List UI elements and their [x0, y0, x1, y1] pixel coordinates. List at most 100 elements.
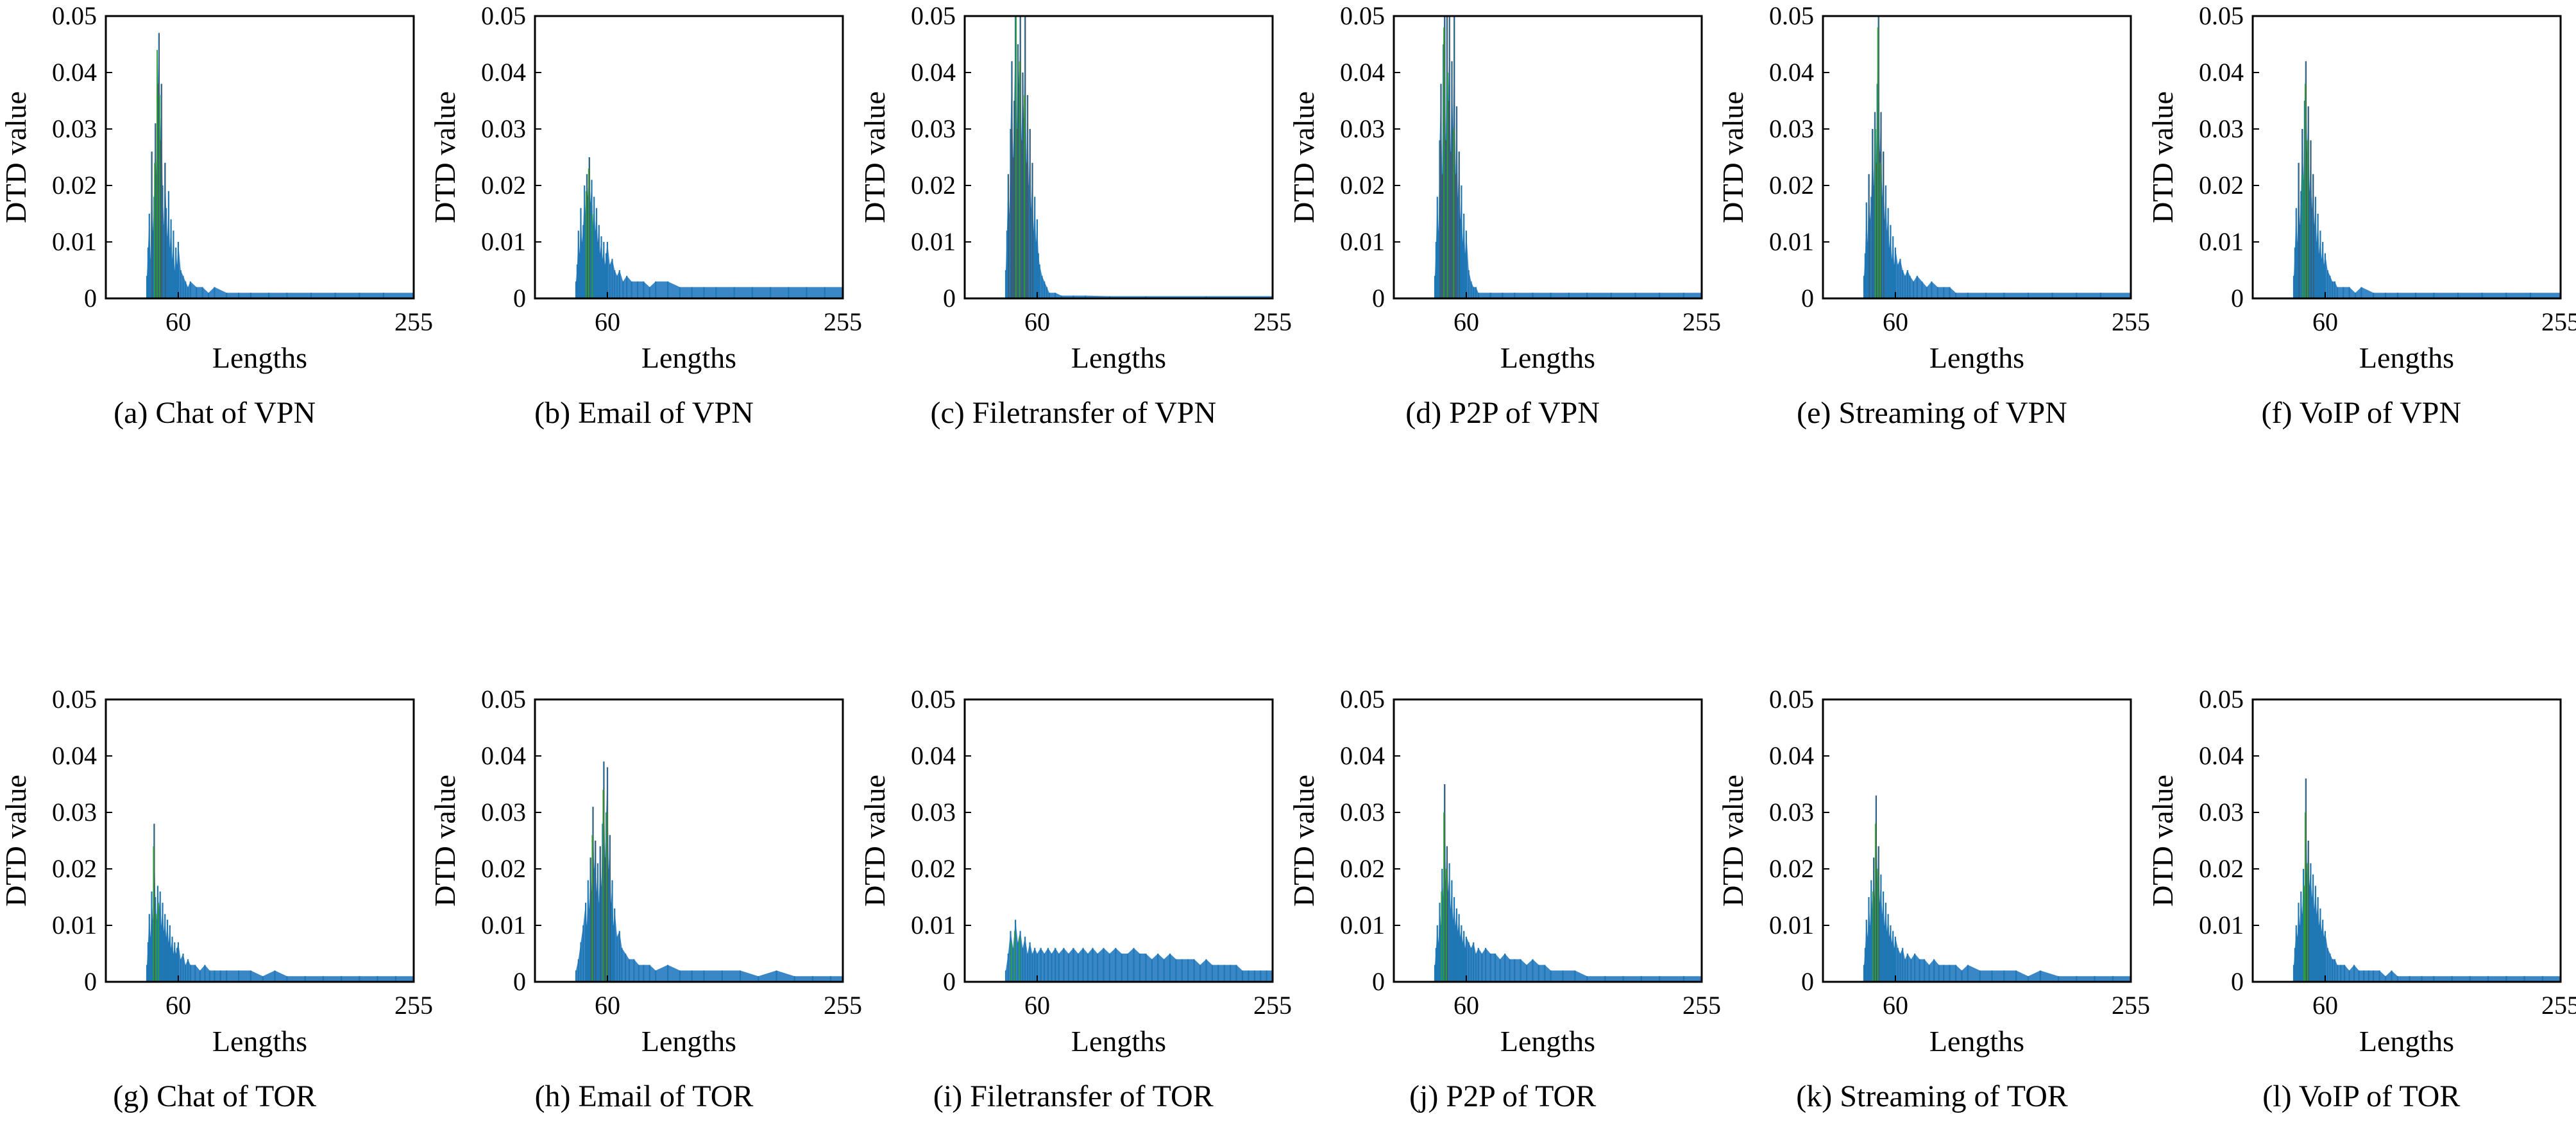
- y-tick-label: 0.01: [2199, 911, 2244, 939]
- chart-cell-5: 0 0.01 0.02 0.03 0.04 0.05 60 255 DTD value Lengt…: [2146, 0, 2576, 562]
- y-axis-label: DTD value: [1287, 91, 1320, 223]
- chart-cell-7: 0 0.01 0.02 0.03 0.04 0.05 60 255 DTD value Lengt…: [428, 562, 862, 1123]
- y-tick-label: 0.03: [52, 798, 97, 827]
- axes-frame: [105, 15, 415, 300]
- y-tick-label: 0.03: [1769, 114, 1814, 143]
- y-tick-label: 0.03: [52, 114, 97, 143]
- axes-frame: [963, 698, 1274, 983]
- y-tick-label: 0.05: [1340, 1, 1385, 30]
- x-tick-label: 60: [165, 991, 191, 1020]
- y-tick-label: 0: [1372, 967, 1385, 996]
- y-tick-label: 0.04: [2199, 58, 2244, 87]
- axes-frame: [2251, 15, 2562, 300]
- x-tick-label: 60: [1883, 991, 1908, 1020]
- y-axis-label: DTD value: [858, 775, 891, 907]
- chart-caption: (b) Email of VPN: [534, 396, 754, 430]
- histogram-area: [1864, 16, 2131, 298]
- y-axis-label: DTD value: [0, 775, 32, 907]
- x-axis-label: Lengths: [1929, 341, 2024, 374]
- axes-frame: [534, 15, 844, 300]
- chart-caption: (e) Streaming of VPN: [1797, 396, 2067, 430]
- x-axis-label: Lengths: [1500, 341, 1595, 374]
- y-tick-label: 0.01: [911, 911, 956, 939]
- histogram-area: [1435, 784, 1702, 982]
- x-tick-label: 60: [1453, 991, 1479, 1020]
- y-axis-label: DTD value: [428, 775, 461, 907]
- x-axis-label: Lengths: [1071, 341, 1166, 374]
- y-tick-label: 0.02: [1769, 171, 1814, 200]
- y-tick-label: 0.05: [481, 685, 526, 714]
- x-axis-label: Lengths: [641, 1025, 736, 1058]
- y-tick-label: 0.05: [1340, 685, 1385, 714]
- x-axis-label: Lengths: [2359, 1025, 2454, 1058]
- chart-caption: (a) Chat of VPN: [114, 396, 316, 430]
- y-axis-label: DTD value: [428, 91, 461, 223]
- histogram-area: [147, 823, 414, 982]
- y-tick-label: 0: [84, 967, 97, 996]
- y-tick-label: 0.05: [911, 685, 956, 714]
- x-tick-label: 60: [595, 991, 620, 1020]
- chart-plot-3: 0 0.01 0.02 0.03 0.04 0.05 60 255 DTD value Lengt…: [1287, 1, 1721, 374]
- x-axis-label: Lengths: [641, 341, 736, 374]
- histogram-area: [1005, 16, 1273, 298]
- y-tick-label: 0.05: [1769, 1, 1814, 30]
- x-tick-label: 60: [595, 307, 620, 336]
- x-tick-label: 255: [2112, 991, 2150, 1020]
- chart-plot-8: 0 0.01 0.02 0.03 0.04 0.05 60 255 DTD value Lengt…: [858, 685, 1292, 1058]
- y-tick-label: 0.04: [1340, 58, 1385, 87]
- x-axis-label: Lengths: [1929, 1025, 2024, 1058]
- y-tick-label: 0.04: [1769, 58, 1814, 87]
- y-axis-label: DTD value: [858, 91, 891, 223]
- y-tick-label: 0: [84, 284, 97, 313]
- y-axis-label: DTD value: [2146, 91, 2179, 223]
- chart-plot-0: 0 0.01 0.02 0.03 0.04 0.05 60 255 DTD value Lengt…: [0, 1, 433, 374]
- y-tick-label: 0.03: [481, 114, 526, 143]
- axes-frame: [963, 15, 1274, 300]
- y-tick-label: 0.03: [2199, 114, 2244, 143]
- chart-cell-9: 0 0.01 0.02 0.03 0.04 0.05 60 255 DTD value Lengt…: [1287, 562, 1721, 1123]
- chart-caption: (g) Chat of TOR: [113, 1079, 317, 1113]
- y-tick-label: 0.05: [911, 1, 956, 30]
- y-tick-label: 0.01: [2199, 227, 2244, 256]
- y-tick-label: 0.02: [911, 854, 956, 883]
- y-tick-label: 0.04: [481, 58, 526, 87]
- y-tick-label: 0.03: [911, 114, 956, 143]
- x-axis-label: Lengths: [1071, 1025, 1166, 1058]
- chart-cell-10: 0 0.01 0.02 0.03 0.04 0.05 60 255 DTD value Lengt…: [1716, 562, 2150, 1123]
- histogram-area: [147, 33, 414, 299]
- chart-cell-1: 0 0.01 0.02 0.03 0.04 0.05 60 255 DTD value Lengt…: [428, 0, 862, 562]
- chart-plot-11: 0 0.01 0.02 0.03 0.04 0.05 60 255 DTD value Lengt…: [2146, 685, 2576, 1058]
- x-tick-label: 255: [2541, 307, 2576, 336]
- chart-row-tor: 0 0.01 0.02 0.03 0.04 0.05 60 255 DTD value Lengt…: [0, 562, 2576, 1123]
- x-tick-label: 60: [165, 307, 191, 336]
- y-tick-label: 0.01: [1769, 227, 1814, 256]
- y-tick-label: 0.05: [52, 1, 97, 30]
- y-tick-label: 0: [2231, 967, 2244, 996]
- axes-frame: [1393, 698, 1703, 983]
- y-tick-label: 0.05: [1769, 685, 1814, 714]
- x-tick-label: 255: [394, 991, 433, 1020]
- y-tick-label: 0.01: [1340, 227, 1385, 256]
- chart-caption: (j) P2P of TOR: [1409, 1079, 1597, 1113]
- y-tick-label: 0.04: [52, 58, 97, 87]
- y-tick-label: 0: [1801, 284, 1814, 313]
- y-tick-label: 0.01: [911, 227, 956, 256]
- x-tick-label: 255: [1253, 991, 1292, 1020]
- chart-caption: (i) Filetransfer of TOR: [933, 1079, 1214, 1113]
- x-tick-label: 255: [1682, 307, 1721, 336]
- y-tick-label: 0.04: [1340, 741, 1385, 770]
- y-tick-label: 0.01: [1769, 911, 1814, 939]
- x-tick-label: 60: [1024, 991, 1050, 1020]
- y-tick-label: 0: [513, 284, 526, 313]
- y-tick-label: 0.02: [1769, 854, 1814, 883]
- chart-plot-1: 0 0.01 0.02 0.03 0.04 0.05 60 255 DTD value Lengt…: [428, 1, 862, 374]
- y-tick-label: 0.03: [1340, 798, 1385, 827]
- histogram-area: [576, 761, 843, 982]
- x-tick-label: 255: [824, 307, 862, 336]
- chart-plot-7: 0 0.01 0.02 0.03 0.04 0.05 60 255 DTD value Lengt…: [428, 685, 862, 1058]
- y-tick-label: 0.03: [911, 798, 956, 827]
- y-tick-label: 0.01: [481, 227, 526, 256]
- x-tick-label: 60: [2312, 307, 2338, 336]
- x-tick-label: 60: [1883, 307, 1908, 336]
- histogram-area: [1435, 16, 1702, 298]
